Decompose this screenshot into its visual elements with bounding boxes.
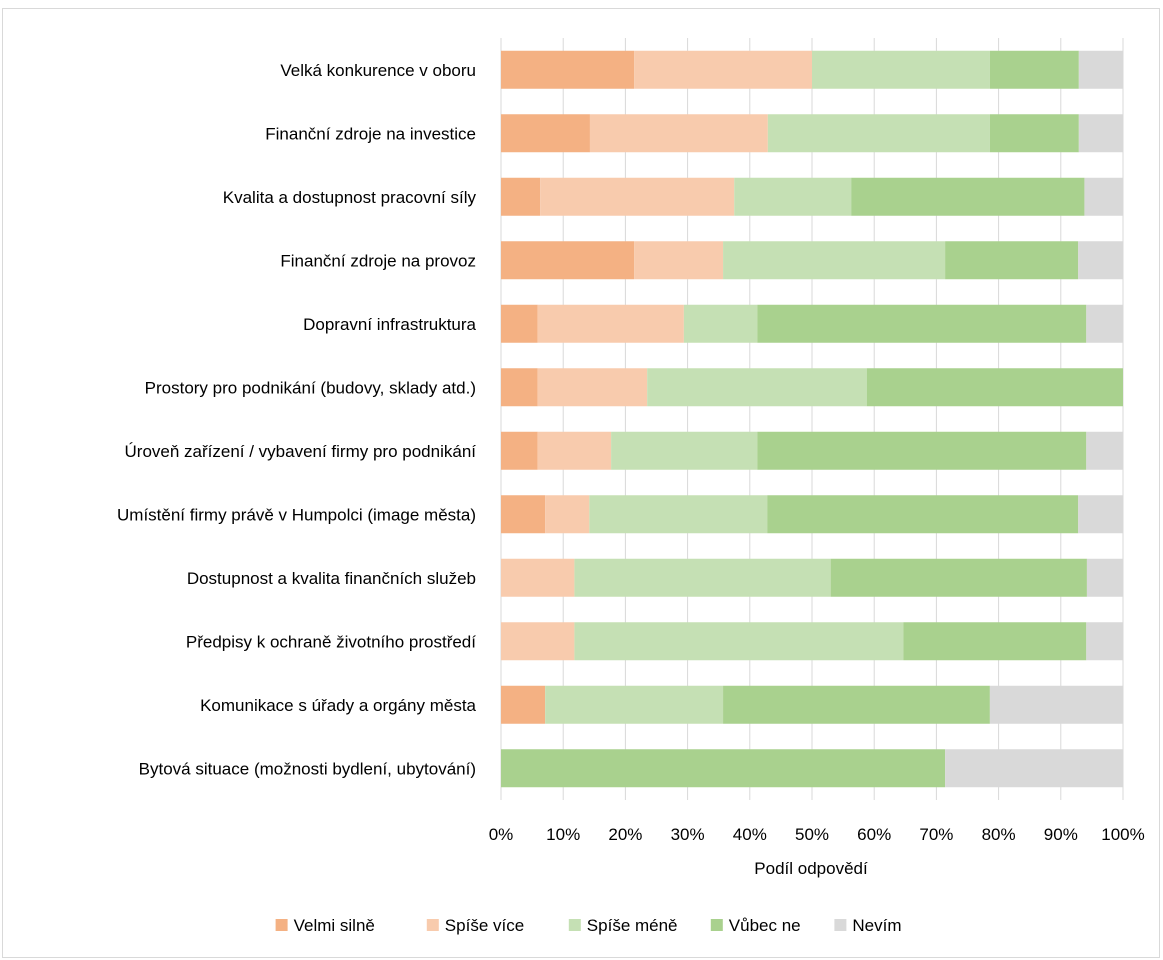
bar-segment [537,304,684,343]
x-tick-label: 40% [733,825,767,844]
bar-segment [501,558,575,597]
legend-label: Nevím [852,916,901,935]
x-tick-label: 60% [857,825,891,844]
x-tick-label: 70% [919,825,953,844]
bar-segment [574,558,831,597]
bar-segment [723,685,990,724]
bar-segment [545,685,724,724]
category-label: Umístění firmy právě v Humpolci (image m… [117,505,476,524]
category-label: Prostory pro podnikání (budovy, sklady a… [145,378,476,397]
legend: Velmi silně Spíše více Spíše méně Vůbec ne N… [275,916,902,935]
bar-segment [903,622,1087,661]
bar-segment [812,50,990,89]
bar-segment [1086,558,1123,597]
bar-segment [1084,177,1123,216]
bar-segment [537,431,612,470]
bar-segment [767,114,990,153]
bar-segment [1078,114,1123,153]
bar-segment [634,241,724,280]
category-label: Úroveň zařízení / vybavení firmy pro pod… [125,442,477,461]
x-tick-label: 10% [546,825,580,844]
bar-segment [501,622,575,661]
bar-segment [830,558,1087,597]
legend-swatch [710,919,723,931]
bar-segment [1078,241,1123,280]
x-tick-label: 30% [671,825,705,844]
bar-segment [634,50,812,89]
bar-segment [734,177,852,216]
bars [501,50,1123,788]
bar-segment [767,495,1079,534]
bar-segment [851,177,1085,216]
bar-segment [537,368,648,407]
category-label: Komunikace s úřady a orgány města [200,696,476,715]
category-label: Bytová situace (možnosti bydlení, ubytov… [139,759,476,778]
legend-swatch [834,919,847,931]
bar-segment [540,177,735,216]
bar-segment [945,241,1079,280]
bar-segment [945,749,1123,788]
bar-segment [501,114,590,153]
bar-segment [989,114,1079,153]
x-tick-label: 90% [1044,825,1078,844]
legend-swatch [568,919,581,931]
bar-segment [723,241,946,280]
bar-segment [501,431,538,470]
bar-segment [989,50,1079,89]
x-axis-ticks: 0% 10% 20% 30% 40% 50% 60% 70% 80% 90% 100% [489,825,1145,844]
bar-segment [1078,495,1123,534]
category-label: Dostupnost a kvalita finančních služeb [187,569,476,588]
bar-segment [1086,304,1123,343]
chart-area [2,8,1160,958]
bar-segment [611,431,758,470]
x-tick-label: 0% [489,825,514,844]
bar-segment [1086,431,1123,470]
category-label: Dopravní infrastruktura [303,315,476,334]
legend-label: Velmi silně [294,916,375,935]
bar-segment [589,114,768,153]
category-label: Finanční zdroje na provoz [280,251,476,270]
bar-segment [501,304,538,343]
bar-segment [501,368,538,407]
bar-segment [501,241,635,280]
bar-segment [757,304,1087,343]
legend-swatch [426,919,439,931]
bar-segment [501,495,546,534]
category-labels: Velká konkurence v oboru Finanční zdroje … [117,61,477,779]
bar-segment [501,50,635,89]
x-tick-label: 100% [1101,825,1144,844]
bar-segment [757,431,1087,470]
bar-segment [647,368,867,407]
bar-segment [589,495,768,534]
legend-label: Spíše méně [587,916,678,935]
bar-segment [574,622,904,661]
bar-segment [545,495,590,534]
bar-segment [501,749,946,788]
category-label: Kvalita a dostupnost pracovní síly [223,188,477,207]
x-tick-label: 80% [982,825,1016,844]
legend-label: Vůbec ne [729,916,801,935]
legend-swatch [275,919,288,931]
category-label: Předpisy k ochraně životního prostředí [186,632,476,651]
bar-segment [501,685,546,724]
category-label: Velká konkurence v oboru [280,61,476,80]
x-tick-label: 20% [608,825,642,844]
category-label: Finanční zdroje na investice [265,124,476,143]
bar-segment [866,368,1123,407]
bar-segment [1078,50,1123,89]
legend-label: Spíše více [445,916,524,935]
x-tick-label: 50% [795,825,829,844]
bar-segment [1086,622,1123,661]
bar-segment [989,685,1123,724]
bar-segment [683,304,758,343]
bar-segment [501,177,541,216]
x-axis-title: Podíl odpovědí [754,859,868,878]
gridlines [500,38,1124,800]
